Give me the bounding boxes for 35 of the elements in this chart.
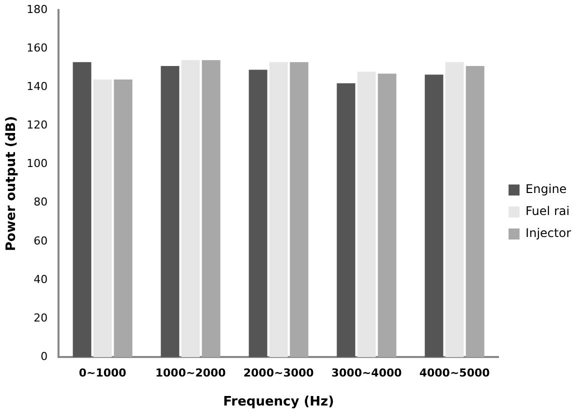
bar	[202, 60, 220, 358]
legend-label: Fuel rai	[526, 204, 570, 218]
y-tick-label: 100	[26, 157, 48, 170]
x-tick-label: 0~1000	[78, 366, 127, 380]
y-tick-label: 120	[26, 118, 48, 132]
x-axis-title: Frequency (Hz)	[223, 394, 334, 410]
bar	[466, 66, 484, 358]
bar	[93, 79, 112, 358]
bar	[336, 83, 356, 358]
y-tick-label: 180	[26, 2, 48, 16]
y-tick-label: 40	[34, 272, 48, 286]
bar	[248, 70, 268, 358]
y-tick-label: 160	[26, 41, 48, 54]
bar	[378, 74, 396, 358]
bar	[160, 66, 180, 358]
y-tick-label: 140	[26, 80, 48, 94]
y-tick-label: 60	[34, 234, 48, 248]
y-tick-label: 0	[40, 350, 48, 364]
bar	[114, 79, 132, 358]
y-axis-title: Power output (dB)	[4, 116, 20, 252]
bar	[181, 60, 200, 358]
x-tick-label: 1000~2000	[155, 366, 226, 380]
legend-label: Engine	[526, 182, 567, 196]
legend-label: Injector	[526, 226, 572, 240]
y-tick-label: 80	[34, 196, 48, 209]
bar	[424, 74, 444, 358]
bar	[290, 62, 308, 358]
x-tick-label: 3000~4000	[331, 366, 402, 380]
x-tick-label: 4000~5000	[419, 366, 490, 380]
bar	[445, 62, 464, 358]
x-tick-label: 2000~3000	[243, 366, 314, 380]
bar	[72, 62, 92, 358]
bar	[357, 72, 376, 358]
bar	[269, 62, 288, 358]
y-tick-label: 20	[34, 311, 48, 324]
